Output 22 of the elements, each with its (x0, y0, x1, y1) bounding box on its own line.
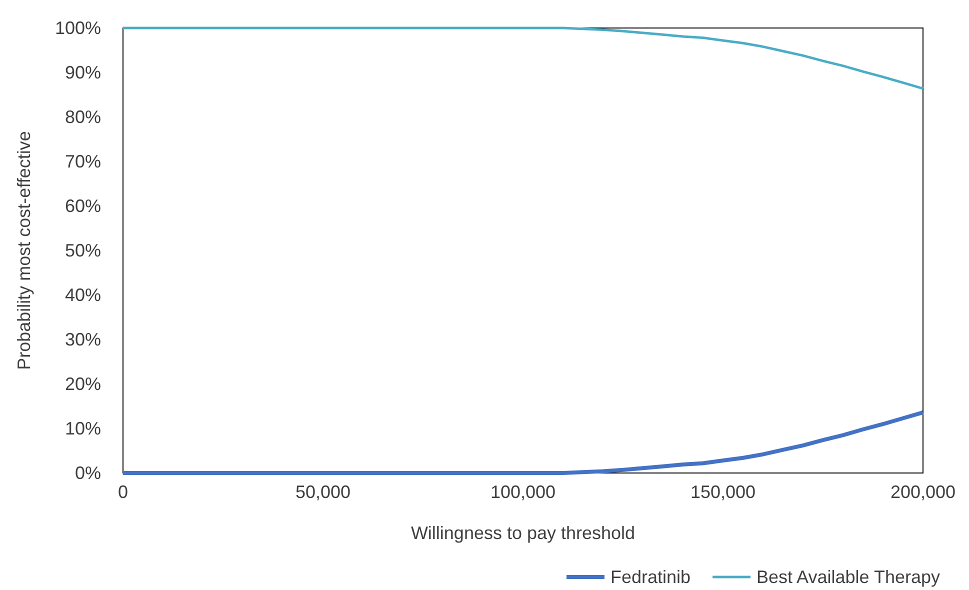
line-series (121, 410, 925, 475)
x-tick-label: 0 (118, 482, 128, 502)
y-tick-label: 60% (64, 196, 101, 216)
y-tick-label: 10% (64, 418, 101, 438)
x-tick-label: 150,000 (690, 482, 756, 502)
y-tick-label: 40% (64, 284, 101, 305)
y-tick-label: 80% (64, 106, 101, 127)
x-axis-title: Willingness to pay threshold (410, 523, 636, 543)
y-tick-label: 50% (64, 240, 101, 260)
y-axis-title: Probability most cost-effective (14, 131, 34, 370)
y-tick-label: 20% (64, 374, 101, 394)
x-tick-label: 200,000 (890, 482, 956, 502)
legend-label: Fedratinib (610, 567, 691, 587)
line-series (122, 26, 924, 90)
y-tick-label: 90% (64, 62, 101, 82)
x-tick-label: 100,000 (490, 482, 556, 502)
y-tick-label: 70% (64, 151, 101, 172)
x-tick-label: 50,000 (295, 482, 351, 502)
y-tick-label: 0% (74, 462, 101, 483)
y-tick-label: 30% (64, 329, 101, 350)
y-tick-label: 100% (54, 18, 101, 38)
legend-label: Best Available Therapy (756, 567, 940, 587)
